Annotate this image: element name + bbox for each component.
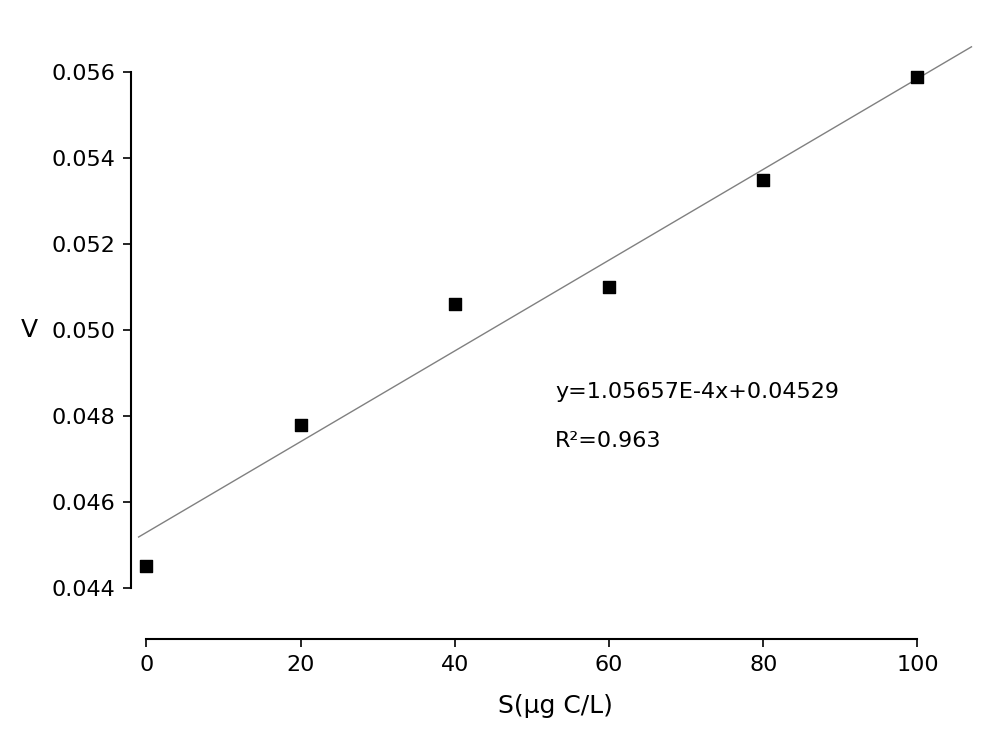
Point [447, 299, 463, 310]
Point [293, 419, 309, 431]
Point [601, 282, 617, 293]
Y-axis label: V: V [21, 318, 38, 342]
Point [138, 560, 154, 572]
Point [909, 71, 925, 83]
Text: R²=0.963: R²=0.963 [555, 432, 662, 452]
X-axis label: S(μg C/L): S(μg C/L) [498, 694, 612, 718]
Text: y=1.05657E-4x+0.04529: y=1.05657E-4x+0.04529 [555, 382, 839, 402]
Point [755, 174, 771, 185]
